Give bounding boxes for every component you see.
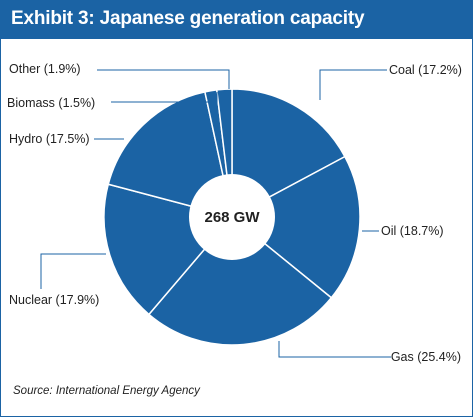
label-nuclear: Nuclear (17.9%) [9, 293, 99, 307]
donut-hole [189, 174, 275, 260]
leader-nuclear [40, 253, 106, 289]
leader-biomass [111, 92, 218, 103]
slice-oil [231, 155, 361, 299]
label-biomass: Biomass (1.5%) [7, 96, 95, 110]
label-coal: Coal (17.2%) [389, 63, 462, 77]
label-gas: Gas (25.4%) [391, 350, 461, 364]
leader-other [97, 69, 230, 89]
label-oil: Oil (18.7%) [381, 224, 444, 238]
leader-gas [278, 341, 391, 358]
center-label: 268 GW [204, 209, 260, 226]
donut-chart: 268 GW Coal (17.2%) Oil (18.7%) Gas (25.4%… [7, 62, 462, 364]
title-bar: Exhibit 3: Japanese generation capacity [1, 1, 472, 39]
slice-gas [148, 216, 333, 346]
chart-title: Exhibit 3: Japanese generation capacity [11, 8, 365, 29]
source-note: Source: International Energy Agency [13, 385, 200, 397]
slice-hydro [107, 91, 233, 218]
leader-lines-group [40, 69, 391, 358]
label-other: Other (1.9%) [9, 62, 81, 76]
label-hydro: Hydro (17.5%) [9, 132, 90, 146]
slice-labels-group: Coal (17.2%) Oil (18.7%) Gas (25.4%) Nuclea… [7, 62, 462, 364]
leader-coal [319, 69, 387, 100]
